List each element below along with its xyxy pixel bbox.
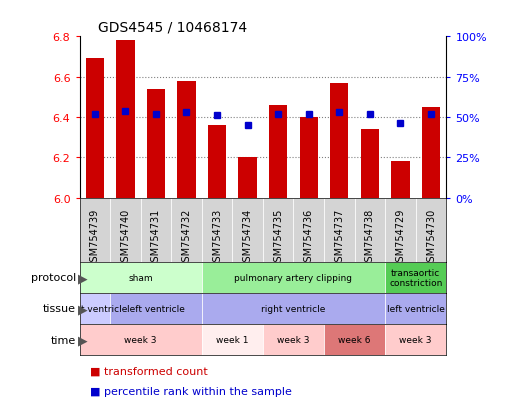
Text: GSM754739: GSM754739: [90, 208, 100, 267]
Bar: [385, 324, 446, 355]
Text: week 3: week 3: [400, 335, 432, 344]
Text: ▶: ▶: [77, 333, 87, 346]
Text: GSM754730: GSM754730: [426, 208, 436, 267]
Bar: [263, 324, 324, 355]
Text: left ventricle: left ventricle: [387, 304, 445, 313]
Bar: [208, 126, 226, 198]
Bar: [110, 198, 141, 262]
Text: ▶: ▶: [77, 302, 87, 315]
Bar: [171, 198, 202, 262]
Bar: [330, 83, 348, 198]
Bar: [80, 324, 202, 355]
Bar: [269, 106, 287, 198]
Bar: [116, 41, 134, 198]
Bar: [416, 198, 446, 262]
Text: GSM754740: GSM754740: [121, 208, 130, 267]
Bar: [293, 198, 324, 262]
Bar: [263, 198, 293, 262]
Text: GSM754729: GSM754729: [396, 208, 405, 267]
Bar: [300, 118, 318, 198]
Text: GSM754738: GSM754738: [365, 208, 375, 267]
Bar: [385, 198, 416, 262]
Text: GSM754736: GSM754736: [304, 208, 314, 267]
Text: GSM754735: GSM754735: [273, 208, 283, 267]
Bar: [147, 90, 165, 198]
Bar: [239, 158, 257, 198]
Bar: [86, 59, 104, 198]
Text: GSM754731: GSM754731: [151, 208, 161, 267]
Bar: [324, 324, 385, 355]
Bar: [202, 262, 385, 293]
Bar: [80, 293, 110, 324]
Bar: [385, 262, 446, 293]
Bar: [141, 198, 171, 262]
Text: right ventricle: right ventricle: [63, 304, 127, 313]
Text: ▶: ▶: [77, 271, 87, 284]
Text: GSM754733: GSM754733: [212, 208, 222, 267]
Bar: [202, 293, 385, 324]
Text: GSM754732: GSM754732: [182, 208, 191, 267]
Text: transaortic
constriction: transaortic constriction: [389, 268, 442, 287]
Text: protocol: protocol: [31, 273, 76, 283]
Text: week 1: week 1: [216, 335, 249, 344]
Text: time: time: [51, 335, 76, 345]
Text: week 3: week 3: [124, 335, 157, 344]
Text: pulmonary artery clipping: pulmonary artery clipping: [234, 273, 352, 282]
Bar: [391, 162, 409, 198]
Text: ■ percentile rank within the sample: ■ percentile rank within the sample: [90, 387, 292, 396]
Bar: [354, 198, 385, 262]
Bar: [80, 198, 110, 262]
Text: week 6: week 6: [339, 335, 371, 344]
Text: tissue: tissue: [43, 304, 76, 314]
Bar: [202, 324, 263, 355]
Text: week 3: week 3: [277, 335, 310, 344]
Text: right ventricle: right ventricle: [261, 304, 326, 313]
Text: GDS4545 / 10468174: GDS4545 / 10468174: [98, 21, 247, 35]
Bar: [80, 262, 202, 293]
Text: sham: sham: [128, 273, 153, 282]
Bar: [177, 81, 195, 198]
Bar: [385, 293, 446, 324]
Bar: [422, 108, 440, 198]
Bar: [110, 293, 202, 324]
Bar: [324, 198, 354, 262]
Text: left ventricle: left ventricle: [127, 304, 185, 313]
Text: GSM754737: GSM754737: [334, 208, 344, 267]
Bar: [202, 198, 232, 262]
Text: GSM754734: GSM754734: [243, 208, 252, 267]
Bar: [232, 198, 263, 262]
Text: ■ transformed count: ■ transformed count: [90, 366, 208, 376]
Bar: [361, 130, 379, 198]
